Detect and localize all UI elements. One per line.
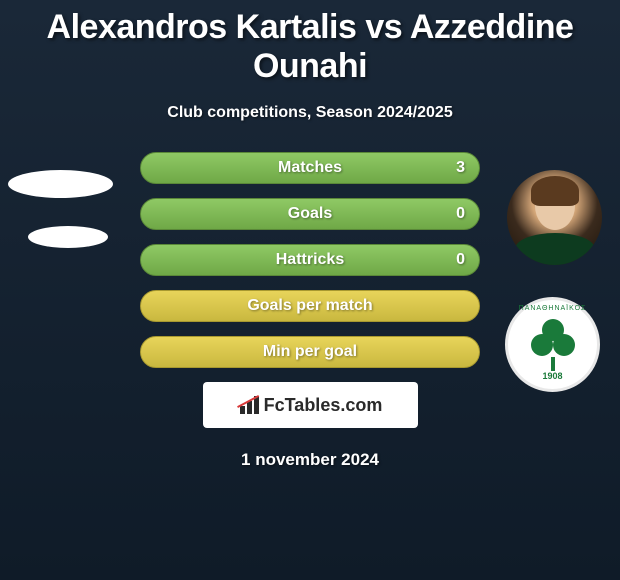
subtitle: Club competitions, Season 2024/2025	[0, 104, 620, 122]
stat-label: Matches	[278, 159, 342, 177]
stat-value: 0	[456, 205, 465, 223]
stat-bars: Matches 3 Goals 0 Hattricks 0 Goals per …	[140, 152, 480, 368]
club-year: 1908	[542, 371, 562, 381]
comparison-panel: ΠΑΝΑΘΗΝΑΪΚΟΣ 1908 Matches 3 Goals 0 Hatt…	[0, 152, 620, 470]
stat-label: Goals per match	[247, 297, 372, 315]
stat-bar-matches: Matches 3	[140, 152, 480, 184]
source-logo: FcTables.com	[203, 382, 418, 428]
placeholder-oval-1	[8, 170, 113, 198]
stat-label: Min per goal	[263, 343, 357, 361]
page-title: Alexandros Kartalis vs Azzeddine Ounahi	[0, 0, 620, 86]
left-player-placeholder	[8, 170, 113, 276]
stat-label: Goals	[288, 205, 332, 223]
stat-value: 3	[456, 159, 465, 177]
stat-bar-hattricks: Hattricks 0	[140, 244, 480, 276]
chart-icon	[238, 396, 260, 414]
stat-bar-goals: Goals 0	[140, 198, 480, 230]
placeholder-oval-2	[28, 226, 108, 248]
clover-icon	[531, 323, 575, 367]
logo-text: FcTables.com	[264, 395, 383, 416]
stat-bar-gpm: Goals per match	[140, 290, 480, 322]
right-player-photo	[507, 170, 602, 265]
club-arc-text: ΠΑΝΑΘΗΝΑΪΚΟΣ	[519, 305, 587, 312]
snapshot-date: 1 november 2024	[0, 450, 620, 470]
stat-label: Hattricks	[276, 251, 344, 269]
stat-bar-mpg: Min per goal	[140, 336, 480, 368]
stat-value: 0	[456, 251, 465, 269]
club-badge: ΠΑΝΑΘΗΝΑΪΚΟΣ 1908	[505, 297, 600, 392]
